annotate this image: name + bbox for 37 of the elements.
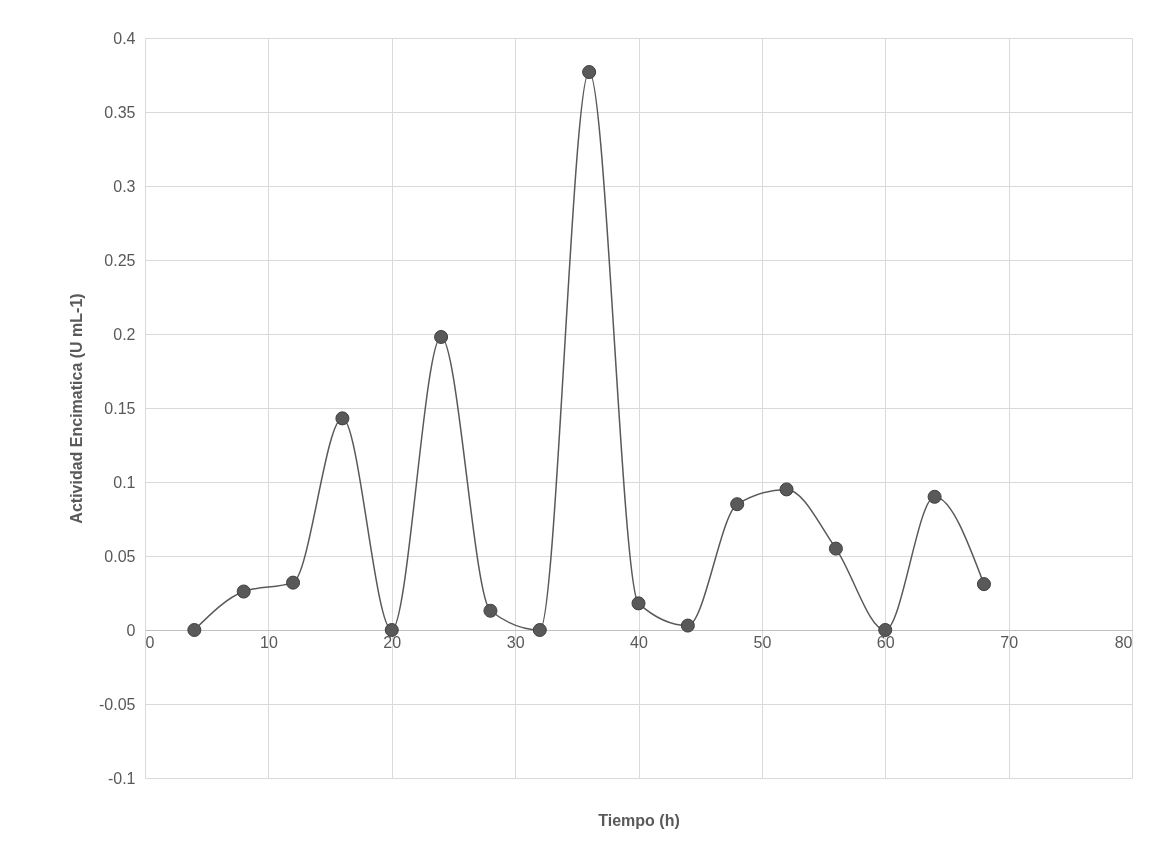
point [828, 541, 843, 556]
y-tick-label: -0.05 [99, 695, 136, 713]
y-tick-label: 0.2 [113, 325, 136, 343]
point [434, 329, 449, 344]
y-tick-label: -0.1 [107, 769, 136, 787]
x-tick-label: 80 [1114, 633, 1133, 651]
y-tick-label: 0.15 [104, 399, 136, 417]
point [976, 577, 991, 592]
point [236, 584, 251, 599]
y-tick-label: 0.1 [113, 473, 136, 491]
point [483, 603, 498, 618]
y-tick-label: 0.35 [104, 103, 136, 121]
point [335, 411, 350, 426]
point [730, 497, 745, 512]
y-axis-title: Actividad Encimatica (U mL-1) [68, 293, 86, 524]
point [187, 622, 202, 638]
x-axis-title: Tiempo (h) [598, 811, 680, 829]
y-tick-label: 0 [126, 621, 136, 639]
point [680, 618, 695, 633]
point [286, 575, 301, 590]
point [582, 65, 597, 80]
x-tick-label: 30 [506, 633, 525, 651]
y-tick-label: 0.25 [104, 251, 136, 269]
y-tick-label: 0.05 [104, 547, 136, 565]
x-tick-label: 10 [259, 633, 278, 651]
y-tick-label: 0.3 [113, 177, 136, 195]
point [779, 482, 794, 497]
point [532, 622, 547, 638]
point [927, 489, 942, 504]
x-tick-label: 50 [753, 633, 772, 651]
x-tick-label: 20 [383, 633, 402, 651]
x-tick-label: 40 [630, 633, 648, 651]
x-tick-label: 60 [876, 633, 895, 651]
y-tick-label: 0.4 [113, 29, 136, 47]
point [631, 596, 646, 611]
x-tick-label: 70 [1000, 633, 1019, 651]
x-tick-label: 0 [145, 633, 155, 651]
